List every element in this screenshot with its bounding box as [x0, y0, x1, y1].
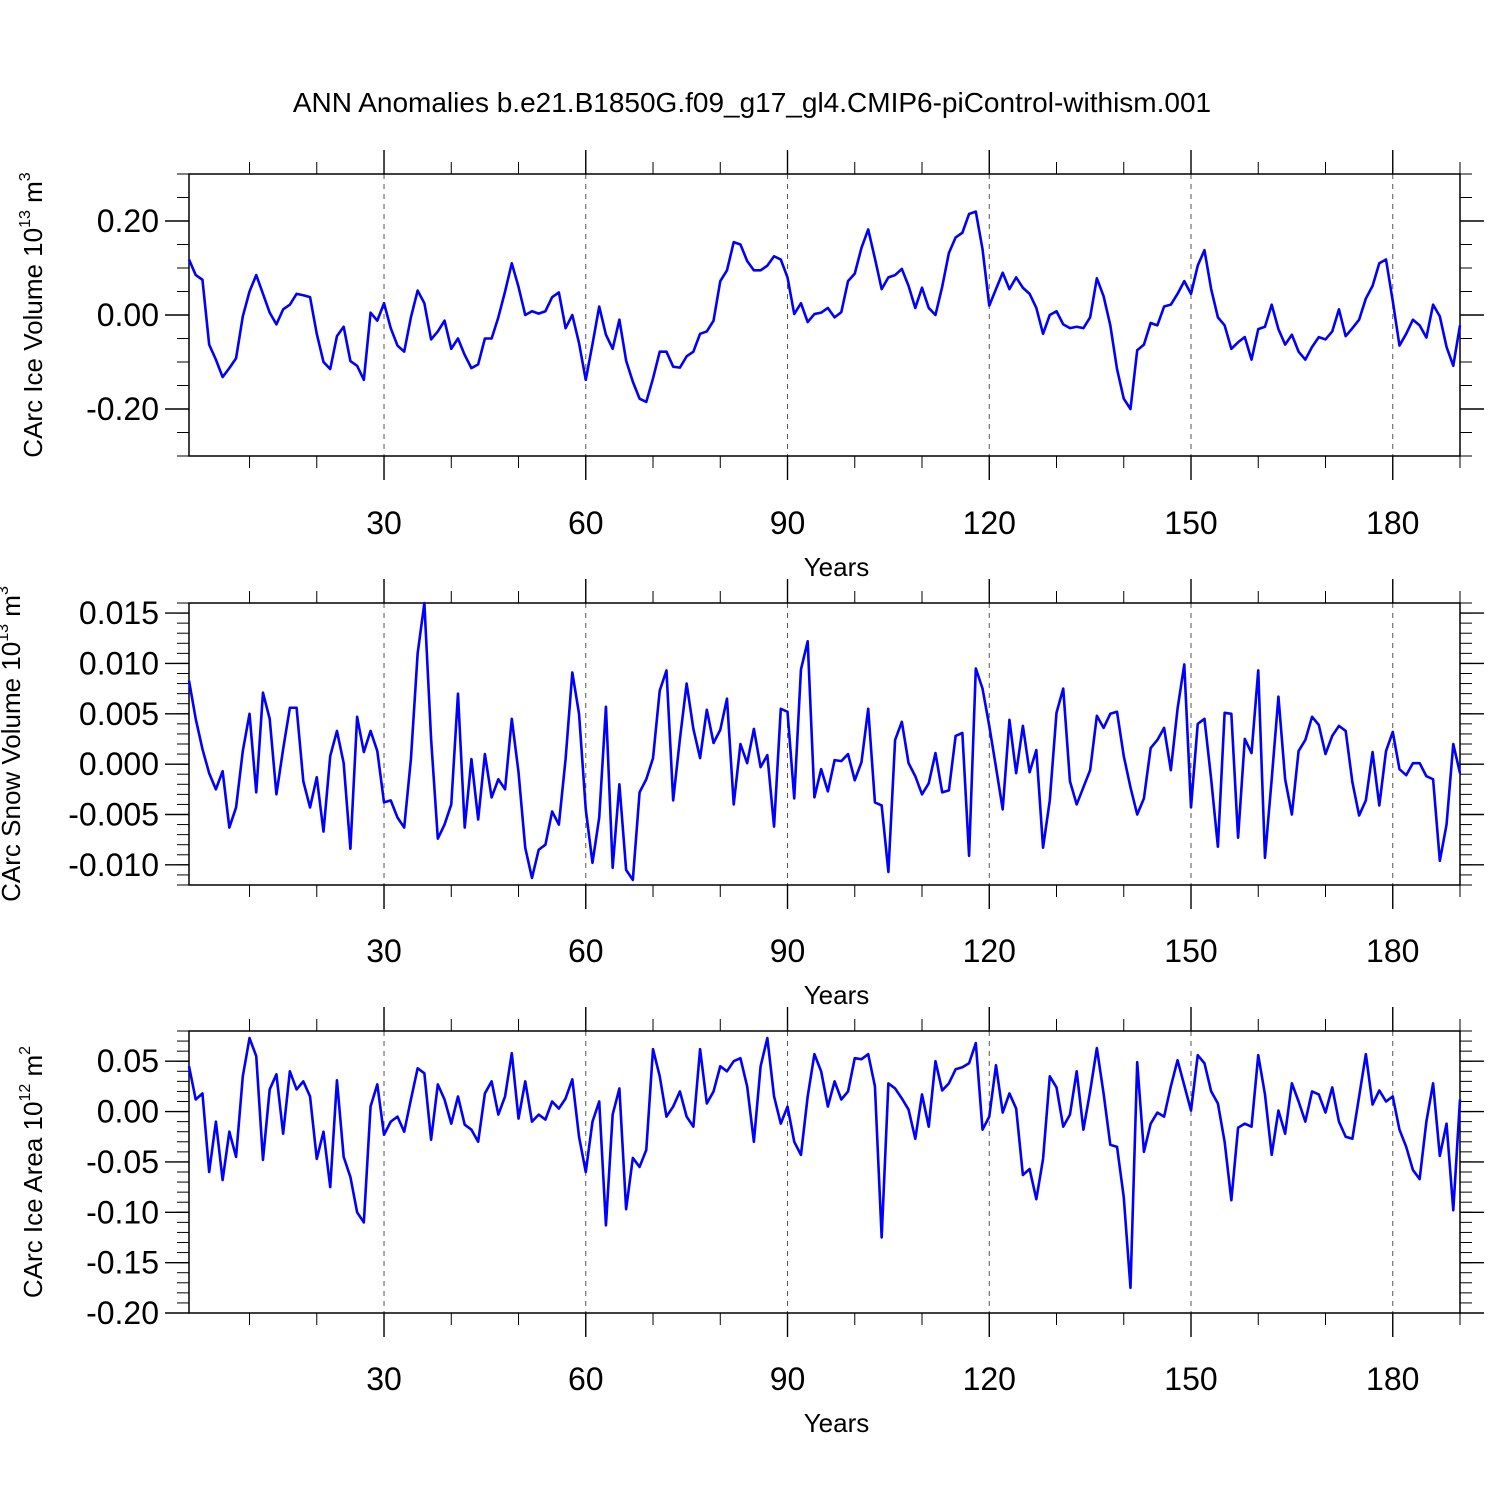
- x-tick-label: 60: [568, 505, 604, 541]
- y-tick-label: -0.010: [68, 847, 159, 883]
- x-tick-label: 180: [1366, 505, 1419, 541]
- x-tick-label: 60: [568, 1361, 604, 1397]
- x-axis-label: Years: [804, 980, 870, 1010]
- y-axis-label-text: CArc Ice Volume 10: [18, 228, 48, 458]
- x-tick-label: 180: [1366, 933, 1419, 969]
- y-tick-label: 0.05: [97, 1043, 159, 1079]
- y-tick-label: -0.15: [86, 1245, 159, 1281]
- y-axis-label-text: CArc Ice Area 10: [18, 1102, 48, 1299]
- y-axis-label-exponent: 13: [0, 624, 12, 642]
- y-axis-label: CArc Snow Volume 1013 m3: [0, 586, 26, 902]
- y-tick-label: 0.005: [79, 696, 159, 732]
- y-axis-label-unit-exponent: 2: [17, 1046, 34, 1055]
- x-tick-label: 120: [963, 1361, 1016, 1397]
- x-tick-label: 150: [1164, 933, 1217, 969]
- y-tick-label: 0.015: [79, 595, 159, 631]
- y-tick-label: 0.00: [97, 297, 159, 333]
- chart-panel-1: -0.20 0.00 0.20 30 60 90 120 150 180 Years CArc Ic…: [17, 150, 1484, 582]
- y-tick-label: -0.20: [86, 391, 159, 427]
- x-tick-label: 90: [770, 933, 806, 969]
- y-tick-label: -0.10: [86, 1194, 159, 1230]
- y-axis-label-exponent: 13: [17, 210, 34, 228]
- plot-frame: [188, 173, 1461, 457]
- x-axis-label: Years: [804, 1408, 870, 1438]
- x-tick-label: 150: [1164, 1361, 1217, 1397]
- y-tick-label: -0.05: [86, 1144, 159, 1180]
- x-tick-label: 90: [770, 505, 806, 541]
- y-axis-label-exponent: 12: [17, 1084, 34, 1102]
- x-tick-label: 180: [1366, 1361, 1419, 1397]
- series-line-1: [187, 210, 1462, 411]
- x-tick-label: 30: [366, 1361, 402, 1397]
- x-tick-label: 150: [1164, 505, 1217, 541]
- x-tick-label: 30: [366, 505, 402, 541]
- plot-frame: [188, 602, 1461, 886]
- series-line-1: [187, 601, 1462, 882]
- panels: -0.20 0.00 0.20 30 60 90 120 150 180 Years CArc Ic…: [0, 150, 1484, 1438]
- figure-title: ANN Anomalies b.e21.B1850G.f09_g17_gl4.C…: [293, 87, 1211, 118]
- y-axis-label-unit: m: [18, 181, 48, 210]
- y-tick-label: 0.010: [79, 645, 159, 681]
- y-tick-label: 0.000: [79, 746, 159, 782]
- chart-panel-3: -0.20 -0.15 -0.10 -0.05 0.00 0.05 30 60 90 120 150…: [17, 1007, 1484, 1438]
- y-axis-label-text: CArc Snow Volume 10: [0, 642, 26, 902]
- y-tick-label: 0.00: [97, 1094, 159, 1130]
- x-tick-label: 90: [770, 1361, 806, 1397]
- y-tick-label: -0.20: [86, 1295, 159, 1331]
- y-tick-label: -0.005: [68, 797, 159, 833]
- series-line-1: [187, 1036, 1462, 1290]
- y-axis-label-unit-exponent: 3: [0, 586, 12, 595]
- y-axis-label: CArc Ice Volume 1013 m3: [17, 172, 48, 457]
- y-tick-label: 0.20: [97, 203, 159, 239]
- y-axis-label-unit: m: [18, 1055, 48, 1084]
- y-axis-label-unit-exponent: 3: [17, 172, 34, 181]
- x-tick-label: 30: [366, 933, 402, 969]
- chart-panel-2: -0.010 -0.005 0.000 0.005 0.010 0.015 30 60 90 12…: [0, 579, 1484, 1010]
- x-axis-label: Years: [804, 552, 870, 582]
- y-axis-label-unit: m: [0, 595, 26, 624]
- x-tick-label: 60: [568, 933, 604, 969]
- y-axis-label: CArc Ice Area 1012 m2: [17, 1046, 48, 1298]
- plot-frame: [188, 1030, 1461, 1314]
- x-tick-label: 120: [963, 933, 1016, 969]
- x-tick-label: 120: [963, 505, 1016, 541]
